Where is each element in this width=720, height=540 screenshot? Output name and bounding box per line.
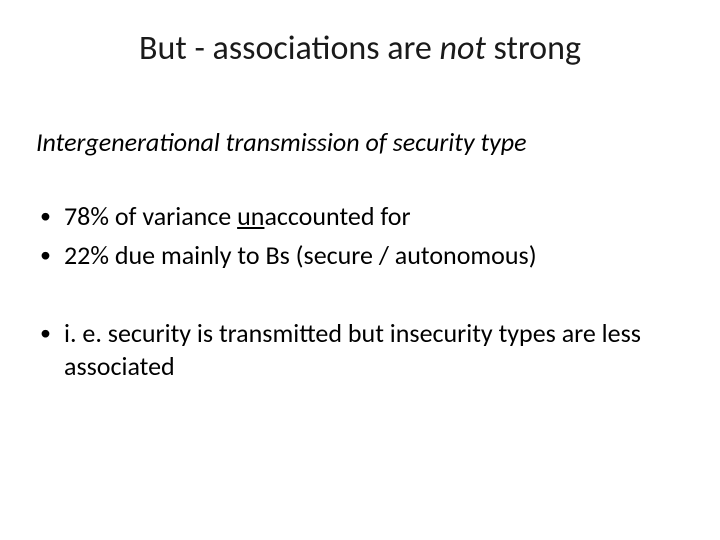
title-text-not: not: [440, 28, 486, 69]
title-text-post: strong: [486, 28, 581, 69]
slide: But - associations are not strong Interg…: [0, 0, 720, 540]
bullet-text-underline: un: [237, 200, 264, 232]
bullet-list: 78% of variance unaccounted for 22% due …: [36, 200, 680, 271]
slide-body: 78% of variance unaccounted for 22% due …: [36, 200, 680, 388]
bullet-text-pre: 78% of variance: [64, 200, 237, 232]
bullet-text-post: accounted for: [264, 200, 410, 232]
slide-title: But - associations are not strong: [0, 30, 720, 67]
bullet-list: i. e. security is transmitted but insecu…: [36, 317, 680, 382]
list-item: 22% due mainly to Bs (secure / autonomou…: [36, 239, 680, 272]
slide-subtitle: Intergenerational transmission of securi…: [36, 126, 527, 158]
spacer: [36, 277, 680, 317]
list-item: i. e. security is transmitted but insecu…: [36, 317, 680, 382]
title-text-pre: But - associations are: [139, 28, 440, 69]
list-item: 78% of variance unaccounted for: [36, 200, 680, 233]
